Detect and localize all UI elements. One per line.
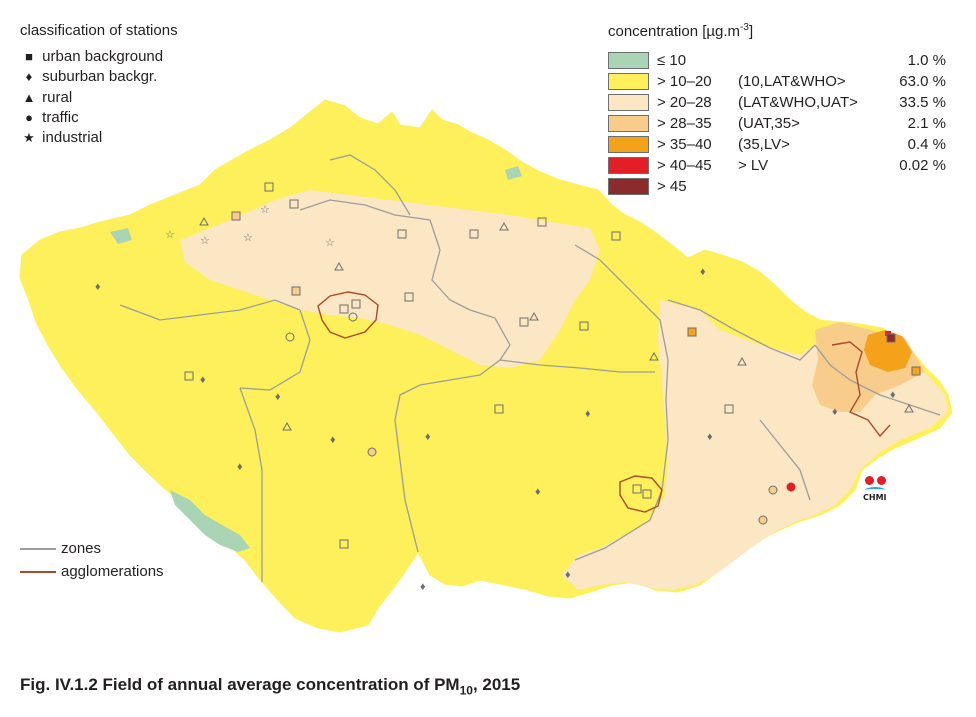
logo-dot-right — [877, 476, 886, 485]
legend-suburban-background: ♦ suburban backgr. — [20, 68, 158, 85]
agglomerations-line-icon — [20, 571, 56, 574]
legend-interval-4: (35,LV> — [738, 136, 790, 153]
svg-text:♦: ♦ — [95, 281, 101, 293]
legend-agglomerations-label: agglomerations — [61, 563, 164, 580]
legend-rural-label: rural — [42, 89, 73, 106]
svg-text:♦: ♦ — [565, 569, 571, 581]
field-20-28-north — [180, 190, 600, 368]
station-markers — [184, 182, 921, 549]
svg-text:☆: ☆ — [260, 204, 270, 216]
station-diamonds: ♦ ♦ ♦ ♦ ♦ ♦ ♦ ♦ ♦ ♦ ♦ ♦ ♦ ♦ — [95, 266, 896, 593]
concentration-legend-title: concentration [µg.m-3] — [608, 22, 754, 40]
svg-text:♦: ♦ — [200, 374, 206, 386]
industrial-icon: ★ — [23, 130, 35, 145]
svg-text:♦: ♦ — [700, 266, 706, 278]
legend-suburban-background-label: suburban backgr. — [42, 68, 158, 85]
legend-range-3: > 28–35 — [657, 115, 712, 132]
legend-percent-4: 0.4 % — [907, 136, 946, 153]
chmi-logo: CHMI — [862, 473, 890, 505]
legend-agglomerations: agglomerations — [20, 563, 164, 580]
station-stars: ☆ ☆ ☆ ☆ ☆ — [165, 204, 335, 249]
stations-legend-title: classification of stations — [20, 22, 178, 39]
zones-line-icon — [20, 548, 56, 551]
legend-percent-5: 0.02 % — [899, 157, 946, 174]
field-35-40-ostrava — [864, 330, 912, 372]
legend-percent-2: 33.5 % — [899, 94, 946, 111]
svg-text:♦: ♦ — [237, 461, 243, 473]
legend-range-6: > 45 — [657, 178, 687, 195]
agglomeration-boundaries — [317, 291, 891, 513]
svg-text:♦: ♦ — [425, 431, 431, 443]
legend-zones: zones — [20, 540, 101, 557]
logo-text: CHMI — [863, 493, 887, 502]
legend-interval-5: > LV — [738, 157, 769, 174]
legend-interval-3: (UAT,35> — [738, 115, 800, 132]
swatch-28-35 — [608, 115, 649, 132]
legend-interval-1: (10,LAT&WHO> — [738, 73, 846, 90]
svg-text:☆: ☆ — [200, 235, 210, 247]
legend-industrial-label: industrial — [42, 129, 103, 146]
svg-text:☆: ☆ — [165, 229, 175, 241]
svg-text:♦: ♦ — [420, 581, 426, 593]
rural-icon: ▲ — [22, 90, 36, 105]
svg-text:☆: ☆ — [325, 237, 335, 249]
svg-text:♦: ♦ — [535, 486, 541, 498]
traffic-icon: ● — [25, 110, 33, 125]
field-le10-sumava — [170, 490, 250, 552]
field-le10-krkonose — [505, 166, 522, 180]
legend-traffic-label: traffic — [42, 109, 79, 126]
legend-traffic: ● traffic — [20, 109, 79, 126]
legend-range-2: > 20–28 — [657, 94, 712, 111]
zone-boundaries — [119, 154, 941, 582]
swatch-40-45 — [608, 157, 649, 174]
legend-percent-0: 1.0 % — [907, 52, 946, 69]
svg-text:♦: ♦ — [890, 389, 896, 401]
urban-background-icon: ■ — [25, 49, 33, 64]
swatch-gt45 — [608, 178, 649, 195]
swatch-20-28 — [608, 94, 649, 111]
legend-interval-2: (LAT&WHO,UAT> — [738, 94, 858, 111]
station-triangles — [199, 216, 914, 431]
svg-text:♦: ♦ — [275, 391, 281, 403]
legend-percent-3: 2.1 % — [907, 115, 946, 132]
legend-range-5: > 40–45 — [657, 157, 712, 174]
legend-zones-label: zones — [61, 540, 102, 557]
figure-caption: Fig. IV.1.2 Field of annual average conc… — [20, 675, 521, 698]
legend-range-1: > 10–20 — [657, 73, 712, 90]
svg-text:♦: ♦ — [330, 434, 336, 446]
field-le10-north — [110, 228, 132, 244]
logo-dot-left — [865, 476, 874, 485]
svg-text:♦: ♦ — [832, 406, 838, 418]
svg-text:♦: ♦ — [585, 408, 591, 420]
swatch-35-40 — [608, 136, 649, 153]
legend-range-4: > 35–40 — [657, 136, 712, 153]
legend-range-0: ≤ 10 — [657, 52, 687, 69]
legend-percent-1: 63.0 % — [899, 73, 946, 90]
legend-urban-background-label: urban background — [42, 48, 164, 65]
svg-text:♦: ♦ — [707, 431, 713, 443]
suburban-background-icon: ♦ — [25, 69, 33, 84]
legend-rural: ▲ rural — [20, 89, 73, 106]
swatch-10-20 — [608, 73, 649, 90]
legend-industrial: ★ industrial — [20, 129, 102, 146]
svg-text:☆: ☆ — [243, 232, 253, 244]
swatch-le10 — [608, 52, 649, 69]
legend-urban-background: ■ urban background — [20, 48, 163, 65]
logo-wave-icon — [865, 487, 885, 493]
